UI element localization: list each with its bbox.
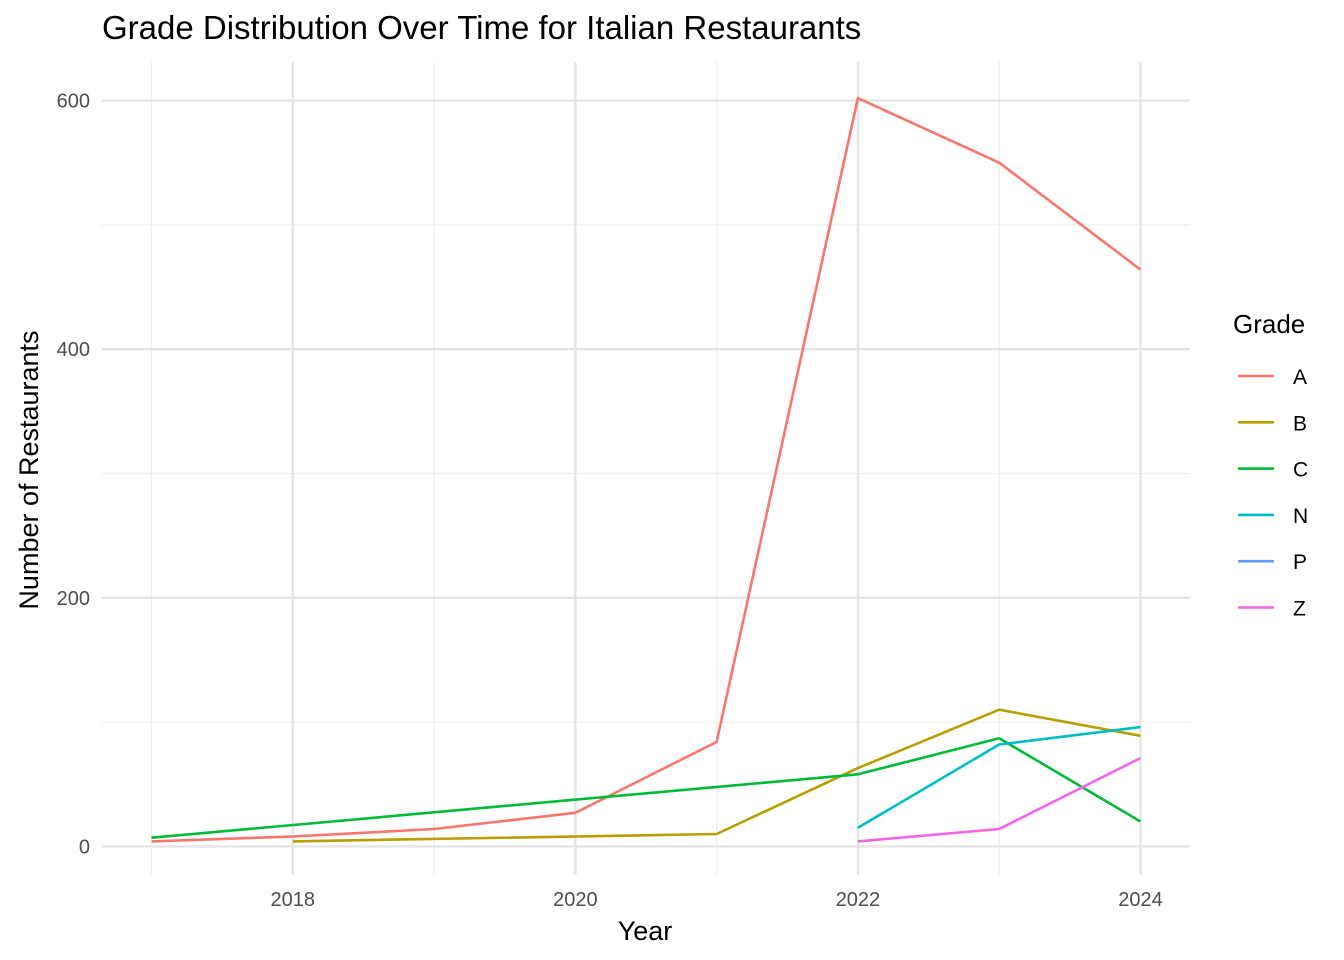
series-lines	[151, 96, 1142, 843]
legend-label-C: C	[1293, 459, 1308, 482]
legend: Grade AB CNP Z	[1233, 309, 1308, 621]
legend-items: AB CNP Z	[1238, 366, 1308, 621]
series-line-N	[857, 725, 1141, 829]
legend-label-N: N	[1293, 505, 1308, 528]
legend-label-P: P	[1293, 551, 1307, 574]
legend-title: Grade	[1233, 309, 1305, 339]
x-axis-title: Year	[618, 916, 673, 946]
x-axis-ticks: 2018 2020 2022 2024	[271, 889, 1163, 911]
legend-label-Z: Z	[1293, 598, 1306, 621]
y-tick-label: 600	[57, 91, 90, 113]
series-line-B	[292, 708, 1141, 843]
x-tick-label: 2024	[1118, 889, 1163, 911]
grid	[102, 62, 1190, 875]
legend-label-A: A	[1293, 366, 1307, 389]
chart-title: Grade Distribution Over Time for Italian…	[102, 9, 861, 46]
series-line-C	[151, 737, 1142, 839]
series-line-Z	[857, 756, 1142, 843]
series-line-A	[151, 96, 1142, 843]
x-tick-label: 2018	[271, 889, 316, 911]
y-axis-ticks: 0 200 400 600	[57, 91, 90, 859]
x-tick-label: 2020	[553, 889, 598, 911]
x-tick-label: 2022	[836, 889, 881, 911]
legend-label-B: B	[1293, 412, 1307, 435]
y-axis-title: Number of Restaurants	[14, 330, 44, 609]
y-tick-label: 400	[57, 339, 90, 361]
y-tick-label: 200	[57, 588, 90, 610]
y-tick-label: 0	[79, 836, 90, 858]
